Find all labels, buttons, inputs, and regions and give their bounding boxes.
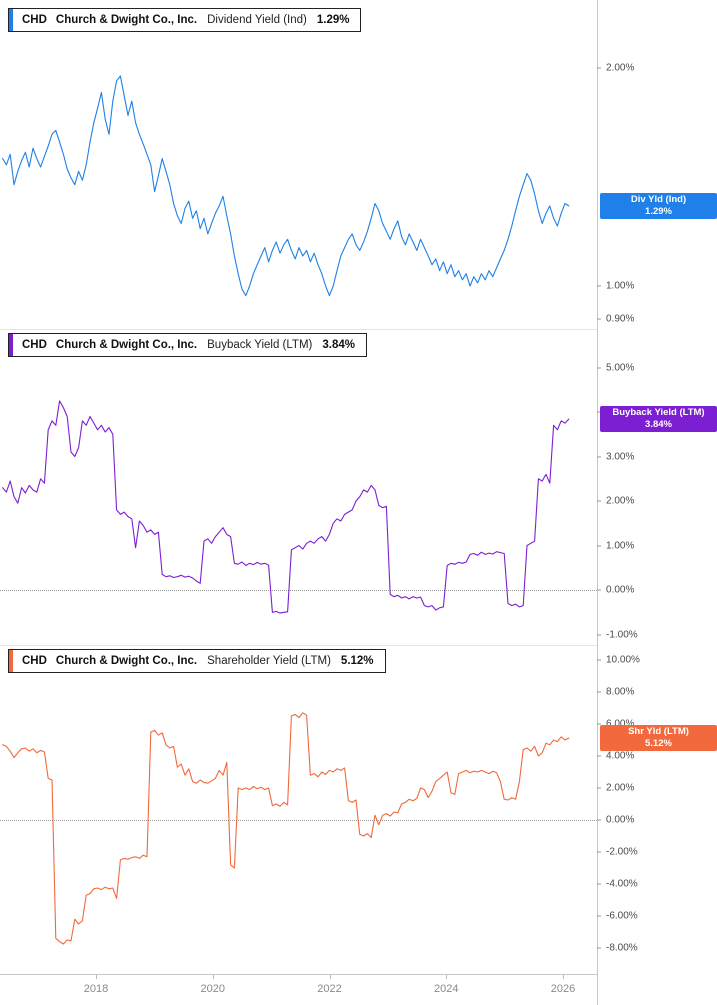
- shareholder-yield-plot[interactable]: [0, 646, 597, 975]
- legend-color-bar: [9, 334, 13, 356]
- y-tick-label: 2.00%: [597, 63, 634, 74]
- y-axis-dividend-yield[interactable]: 2.00% 1.00% 0.90%: [597, 0, 717, 330]
- x-tick-mark: [563, 975, 564, 979]
- metric-value: 1.29%: [316, 14, 350, 26]
- y-tick-label: 5.00%: [597, 362, 634, 373]
- x-tick-mark: [212, 975, 214, 979]
- legend-dividend-yield[interactable]: CHD Church & Dwight Co., Inc. Dividend Y…: [8, 8, 362, 32]
- price-badge-dividend-yield: Div Yld (Ind) 1.29%: [600, 192, 717, 219]
- badge-label: Shr Yld (LTM): [628, 726, 689, 738]
- company-name: Church & Dwight Co., Inc.: [55, 14, 198, 26]
- y-tick-label: 0.00%: [597, 815, 634, 826]
- y-tick-label: 2.00%: [597, 496, 634, 507]
- x-tick-mark: [446, 975, 448, 979]
- x-tick-label: 2022: [317, 983, 342, 995]
- chart-panel-dividend-yield: CHD Church & Dwight Co., Inc. Dividend Y…: [0, 0, 717, 330]
- y-tick-label: -2.00%: [597, 847, 638, 858]
- company-name: Church & Dwight Co., Inc.: [55, 339, 198, 351]
- legend-buyback-yield[interactable]: CHD Church & Dwight Co., Inc. Buyback Yi…: [8, 333, 367, 357]
- y-tick-label: -1.00%: [597, 629, 638, 640]
- y-tick-label: 3.00%: [597, 451, 634, 462]
- y-tick-label: 1.00%: [597, 281, 634, 292]
- chart-panel-buyback-yield: CHD Church & Dwight Co., Inc. Buyback Yi…: [0, 330, 717, 646]
- y-tick-label: 0.90%: [597, 314, 634, 325]
- badge-value: 3.84%: [645, 419, 672, 431]
- ticker-symbol: CHD: [22, 655, 47, 667]
- x-tick-label: 2026: [550, 983, 576, 995]
- x-tick-mark: [96, 975, 97, 979]
- legend-color-bar: [9, 650, 13, 672]
- x-tick-mark: [329, 975, 331, 979]
- x-tick-label: 2024: [434, 983, 459, 995]
- legend-shareholder-yield[interactable]: CHD Church & Dwight Co., Inc. Shareholde…: [8, 649, 386, 673]
- chart-panel-shareholder-yield: CHD Church & Dwight Co., Inc. Shareholde…: [0, 646, 717, 975]
- y-axis-buyback-yield[interactable]: 5.00%4.00%3.00%2.00%1.00%0.00%-1.00%: [597, 330, 717, 646]
- badge-value: 5.12%: [645, 738, 672, 750]
- y-tick-label: -6.00%: [597, 911, 638, 922]
- buyback-yield-plot[interactable]: [0, 330, 597, 646]
- y-tick-label: -4.00%: [597, 879, 638, 890]
- dividend-yield-plot[interactable]: [0, 0, 597, 330]
- metric-name: Buyback Yield (LTM): [207, 339, 313, 351]
- y-tick-label: 4.00%: [597, 751, 634, 762]
- ticker-symbol: CHD: [22, 14, 47, 26]
- metric-value: 5.12%: [340, 655, 374, 667]
- metric-name: Dividend Yield (Ind): [207, 14, 307, 26]
- y-tick-label: 8.00%: [597, 687, 634, 698]
- badge-label: Div Yld (Ind): [630, 193, 687, 205]
- y-tick-label: 6.00%: [597, 719, 634, 730]
- y-tick-label: 10.00%: [597, 655, 640, 666]
- price-badge-buyback-yield: Buyback Yield (LTM) 3.84%: [600, 406, 717, 433]
- zero-line: [0, 590, 597, 591]
- company-name: Church & Dwight Co., Inc.: [55, 655, 198, 667]
- y-tick-label: 2.00%: [597, 783, 634, 794]
- y-axis-line: [597, 0, 598, 1005]
- metric-name: Shareholder Yield (LTM): [207, 655, 331, 667]
- x-tick-label: 2018: [83, 983, 109, 995]
- metric-value: 3.84%: [322, 339, 355, 351]
- zero-line: [0, 820, 597, 821]
- x-tick-label: 2020: [200, 983, 226, 995]
- y-tick-label: -8.00%: [597, 943, 638, 954]
- badge-value: 1.29%: [645, 205, 672, 217]
- y-tick-label: 0.00%: [597, 585, 634, 596]
- y-axis-shareholder-yield[interactable]: 10.00% 8.00% 6.00% 4.00% 2.00% 0.00% -2.00% -4.…: [597, 646, 717, 975]
- price-badge-shareholder-yield: Shr Yld (LTM) 5.12%: [600, 725, 717, 752]
- ticker-symbol: CHD: [22, 339, 47, 351]
- badge-label: Buyback Yield (LTM): [612, 407, 705, 419]
- x-axis[interactable]: 2018 2020 2022 2024 2026: [0, 975, 717, 1005]
- y-tick-label: 1.00%: [597, 540, 634, 551]
- legend-color-bar: [9, 9, 13, 31]
